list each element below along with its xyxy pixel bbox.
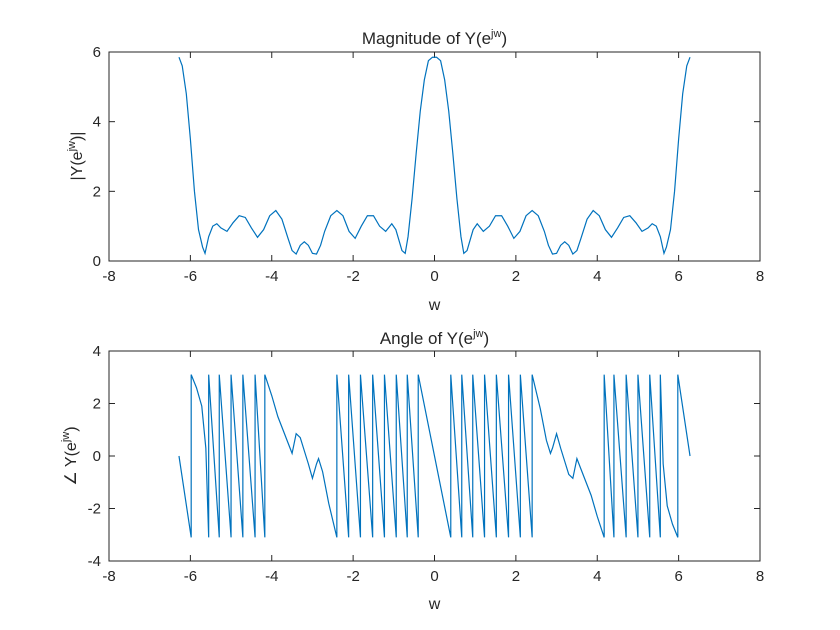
magnitude-x-tick-label: -8: [102, 268, 115, 285]
angle-y-tick-label: -4: [88, 553, 101, 570]
magnitude-x-tick-label: -4: [265, 268, 278, 285]
magnitude-y-tick-label: 0: [93, 253, 101, 270]
magnitude-y-axis-label: |Y(ejw)|: [66, 132, 86, 181]
magnitude-x-tick-label: 0: [430, 268, 438, 285]
angle-x-tick-label: 8: [756, 568, 764, 585]
magnitude-series-line: [178, 56, 691, 256]
magnitude-x-tick-label: 4: [593, 268, 601, 285]
magnitude-x-tick-label: 2: [512, 268, 520, 285]
magnitude-axes-box: [108, 51, 761, 262]
angle-x-tick-label: -4: [265, 568, 278, 585]
magnitude-y-tick-label: 6: [93, 44, 101, 61]
magnitude-x-tick-label: -6: [184, 268, 197, 285]
angle-x-tick-label: 0: [430, 568, 438, 585]
angle-plot: -8 -6 -4 -2 0 2 4 6 8 -4 -2 0 2 4 Angle of Y(ejw) w ∠…: [60, 328, 764, 613]
magnitude-title: Magnitude of Y(ejw): [362, 28, 507, 48]
angle-x-tick-label: -2: [346, 568, 359, 585]
magnitude-x-axis-label: w: [428, 297, 441, 314]
angle-y-axis-label: ∠ Y(ejw): [60, 426, 80, 485]
magnitude-y-tick-label: 2: [93, 183, 101, 200]
angle-x-axis-label: w: [428, 596, 441, 613]
angle-x-tick-label: 2: [512, 568, 520, 585]
magnitude-y-tick-label: 4: [93, 114, 101, 131]
magnitude-x-tick-label: 6: [674, 268, 682, 285]
magnitude-ticks: -8 -6 -4 -2 0 2 4 6 8 0 2 4 6: [93, 44, 765, 285]
angle-x-tick-label: -6: [184, 568, 197, 585]
angle-y-tick-label: 2: [93, 396, 101, 413]
angle-y-tick-label: 0: [93, 448, 101, 465]
magnitude-x-tick-label: -2: [346, 268, 359, 285]
angle-series-line: [178, 374, 691, 538]
angle-x-tick-label: 6: [674, 568, 682, 585]
magnitude-x-tick-label: 8: [756, 268, 764, 285]
angle-y-tick-label: 4: [93, 343, 101, 360]
angle-y-tick-label: -2: [88, 501, 101, 518]
angle-x-tick-label: -8: [102, 568, 115, 585]
angle-ticks: -8 -6 -4 -2 0 2 4 6 8 -4 -2 0 2 4: [88, 343, 765, 585]
angle-x-tick-label: 4: [593, 568, 601, 585]
angle-title: Angle of Y(ejw): [380, 328, 489, 348]
